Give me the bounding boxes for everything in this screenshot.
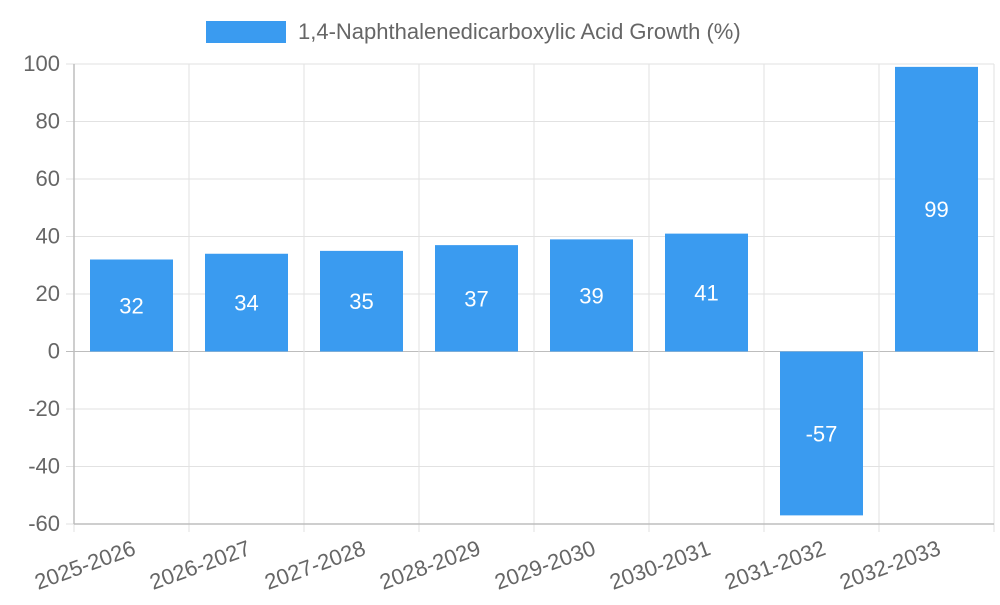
x-tick-label: 2028-2029 [376, 535, 483, 594]
y-tick-label: 100 [23, 51, 60, 76]
bar-data-labels: 32 34 35 37 39 41 -57 99 [119, 197, 948, 446]
bar-value-label: 99 [924, 197, 948, 222]
bar[interactable] [435, 245, 518, 352]
x-tick-label: 2030-2031 [606, 535, 713, 594]
bar[interactable] [895, 66, 978, 352]
bar[interactable] [205, 253, 288, 352]
x-tick-label: 2029-2030 [491, 535, 598, 594]
x-tick-label: 2027-2028 [261, 535, 368, 594]
axes [73, 64, 994, 525]
x-axis-tick-labels: 2025-2026 2026-2027 2027-2028 2028-2029 2029… [31, 535, 943, 594]
x-tick-label: 2026-2027 [146, 535, 253, 594]
bar-value-label: 35 [349, 289, 373, 314]
y-tick-label: 80 [36, 109, 60, 134]
y-tick-label: 40 [36, 224, 60, 249]
y-tick-label: -20 [28, 396, 60, 421]
bar-series [90, 66, 978, 516]
bar[interactable] [550, 239, 633, 352]
bar-value-label: -57 [806, 421, 838, 446]
y-axis-tick-labels: -60 -40 -20 0 20 40 60 80 100 [23, 51, 60, 536]
bar-value-label: 39 [579, 283, 603, 308]
bar[interactable] [665, 233, 748, 352]
bar-value-label: 41 [694, 281, 718, 306]
bar-value-label: 32 [119, 294, 143, 319]
legend[interactable]: 1,4-Naphthalenedicarboxylic Acid Growth … [206, 19, 741, 44]
gridlines [66, 63, 995, 532]
y-tick-label: -40 [28, 454, 60, 479]
bar-value-label: 37 [464, 286, 488, 311]
x-tick-label: 2032-2033 [836, 535, 943, 594]
y-tick-label: 20 [36, 281, 60, 306]
y-tick-label: 60 [36, 166, 60, 191]
bar[interactable] [90, 259, 173, 352]
legend-label: 1,4-Naphthalenedicarboxylic Acid Growth … [298, 19, 741, 44]
bar[interactable] [780, 351, 863, 516]
legend-swatch [206, 21, 286, 43]
x-tick-label: 2025-2026 [31, 535, 138, 594]
y-tick-label: 0 [48, 339, 60, 364]
x-tick-label: 2031-2032 [721, 535, 828, 594]
bar[interactable] [320, 250, 403, 352]
y-tick-label: -60 [28, 511, 60, 536]
bar-value-label: 34 [234, 291, 258, 316]
